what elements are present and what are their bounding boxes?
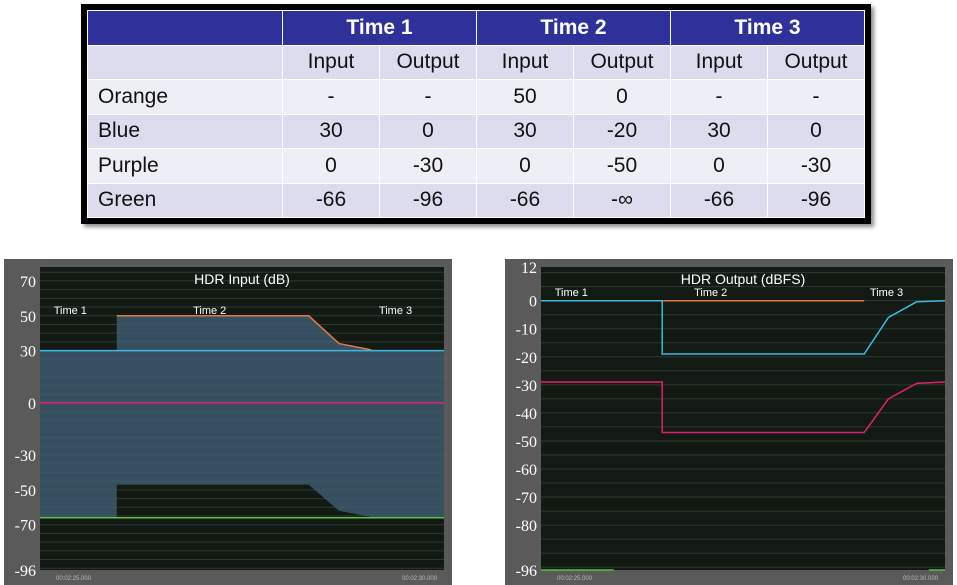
plot-area [541,267,945,570]
hdr-output-chart-svg: 12 0 -10 -20 -30 -40 -50 -60 -70 -80 -96 HDR Output… [505,259,953,585]
table-cell: - [379,79,477,115]
table-cell: - [767,79,865,115]
table-cell: 0 [573,79,671,115]
table-cell: -30 [767,148,865,184]
table-cell: 0 [379,113,477,149]
series-line-purple [541,381,946,434]
table-cell: 30 [670,113,768,149]
table-cell: -20 [573,113,671,149]
comparison-table-frame: Time 1 Time 2 Time 3 Input Output Input … [81,4,871,224]
y-tick-label: -30 [15,448,36,465]
table-row: Green -66 -96 -66 -∞ -66 -96 [87,182,865,218]
row-label: Green [87,182,283,218]
table-cell: -30 [379,148,477,184]
table-cell: - [282,79,380,115]
x-time-label: 00:02:25.000 [557,576,593,582]
table-cell: -66 [670,182,768,218]
fill-band [40,315,444,518]
y-tick-label: 0 [28,396,36,413]
y-tick-label: -70 [516,490,537,507]
time-marker-label: Time 2 [694,287,727,299]
table-row: Orange - - 50 0 - - [87,79,865,115]
subheader-cell: Input [476,44,574,80]
row-label: Purple [87,148,283,184]
y-tick-label: -50 [15,483,36,500]
table-cell: -96 [379,182,477,218]
time-header: Time 2 [476,10,671,46]
hdr-output-chart: 12 0 -10 -20 -30 -40 -50 -60 -70 -80 -96 HDR Output… [505,259,953,585]
time-header-row: Time 1 Time 2 Time 3 [87,10,865,46]
table-cell: - [670,79,768,115]
y-tick-label: -70 [15,518,36,535]
table-cell: 0 [476,148,574,184]
subheader-blank [87,44,283,80]
subheader-cell: Output [573,44,671,80]
time-marker-label: Time 2 [193,305,226,317]
chart-title: HDR Output (dBFS) [681,271,805,287]
table-cell: 50 [476,79,574,115]
table-cell: -∞ [573,182,671,218]
row-label: Blue [87,113,283,149]
table-row: Purple 0 -30 0 -50 0 -30 [87,148,865,184]
hdr-input-chart: 70 50 30 0 -30 -50 -70 -96 HDR Input (dB) Time 1 T… [4,259,452,585]
table-cell: 30 [476,113,574,149]
x-time-label: 00:02:30.000 [402,576,438,582]
subheader-row: Input Output Input Output Input Output [87,44,865,80]
table-cell: -50 [573,148,671,184]
table-cell: 0 [767,113,865,149]
y-tick-label: 0 [529,294,537,311]
hdr-input-chart-svg: 70 50 30 0 -30 -50 -70 -96 HDR Input (dB) Time 1 T… [4,259,452,585]
y-tick-label: -30 [516,378,537,395]
chart-title: HDR Input (dB) [194,271,290,287]
header-corner [87,10,283,46]
table-cell: -96 [767,182,865,218]
time-header: Time 1 [282,10,477,46]
subheader-cell: Input [670,44,768,80]
time-marker-label: Time 1 [54,305,87,317]
series-line-orange [116,315,372,351]
time-header: Time 3 [670,10,865,46]
row-label: Orange [87,79,283,115]
y-tick-label: 50 [20,309,36,326]
x-time-label: 00:02:30.000 [903,576,939,582]
y-tick-label: -96 [15,563,36,580]
y-tick-label: -96 [516,563,537,580]
time-marker-label: Time 1 [555,287,588,299]
y-tick-label: 30 [20,344,36,361]
y-tick-label: -50 [516,434,537,451]
table-cell: 30 [282,113,380,149]
series-line-blue [541,299,946,355]
y-tick-label: 12 [521,260,537,277]
table-cell: 0 [670,148,768,184]
subheader-cell: Output [379,44,477,80]
y-tick-label: -60 [516,462,537,479]
y-tick-label: -40 [516,406,537,423]
subheader-cell: Output [767,44,865,80]
comparison-table: Time 1 Time 2 Time 3 Input Output Input … [87,10,865,218]
y-tick-label: -20 [516,350,537,367]
time-marker-label: Time 3 [379,305,412,317]
y-tick-label: -80 [516,518,537,535]
subheader-cell: Input [282,44,380,80]
table-row: Blue 30 0 30 -20 30 0 [87,113,865,149]
table-cell: -66 [282,182,380,218]
table-cell: 0 [282,148,380,184]
x-time-label: 00:02:25.000 [56,576,92,582]
table-cell: -66 [476,182,574,218]
y-tick-label: -10 [516,322,537,339]
y-tick-label: 70 [20,274,36,291]
time-marker-label: Time 3 [870,287,903,299]
